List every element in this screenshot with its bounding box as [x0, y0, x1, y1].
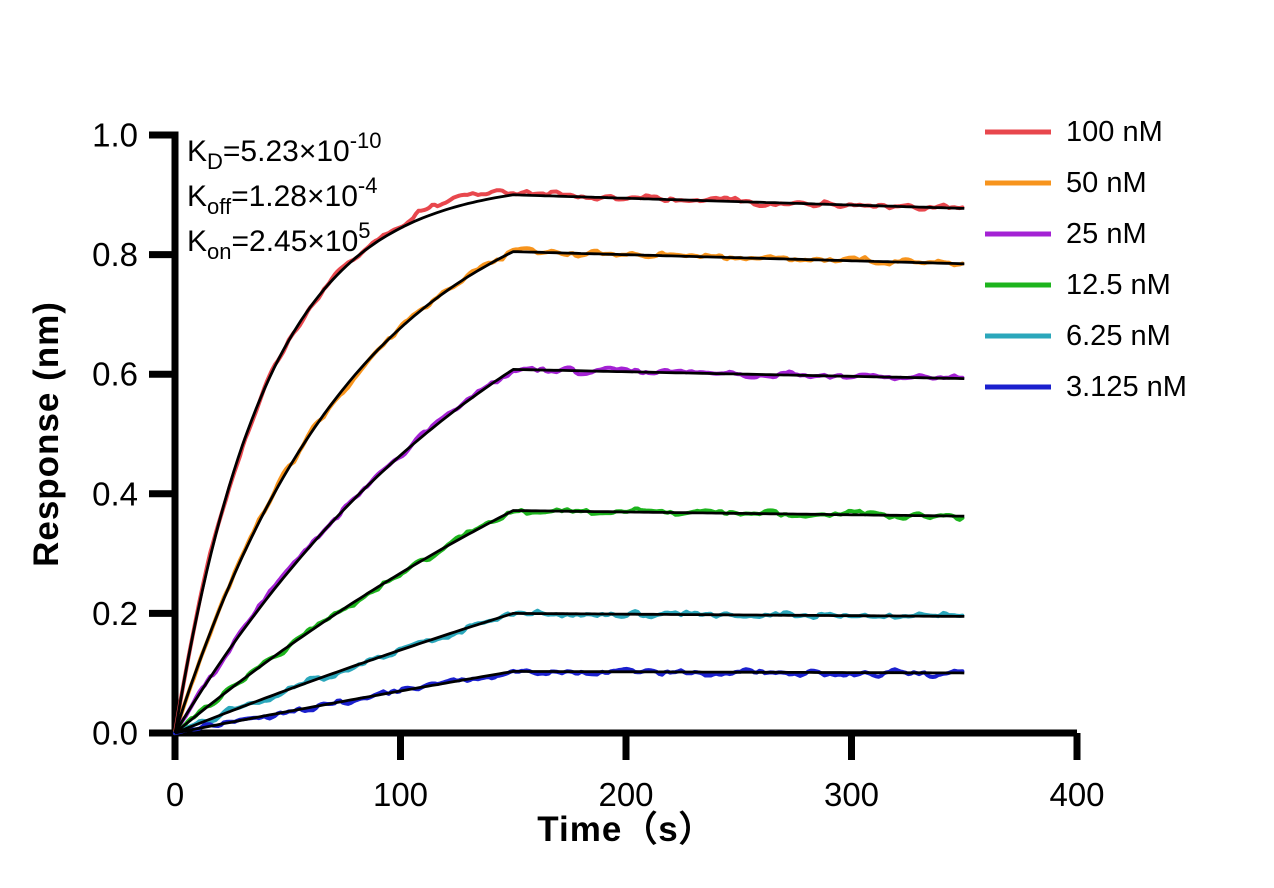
- x-tick-label: 100: [373, 776, 428, 813]
- kinetics-annotation-line: KD=5.23×10-10: [187, 128, 382, 174]
- fit-curve-50nM: [173, 250, 965, 734]
- fit-curve-6.25nM: [174, 612, 965, 735]
- kinetics-annotation-line: Koff=1.28×10-4: [187, 173, 377, 219]
- x-axis-title: Time（s）: [537, 810, 715, 849]
- y-tick-label: 1.0: [92, 117, 138, 154]
- y-tick-label: 0.0: [92, 715, 138, 752]
- y-tick-label: 0.4: [92, 475, 138, 512]
- x-tick-label: 400: [1049, 776, 1104, 813]
- x-tick-label: 0: [166, 776, 184, 813]
- legend: 100 nM 50 nM 25 nM 12.5 nM 6.25 nM 3.125 nM: [985, 116, 1187, 403]
- y-tick-label: 0.6: [92, 356, 138, 393]
- legend-label: 3.125 nM: [1066, 371, 1187, 403]
- fit-curve-25nM: [173, 368, 965, 734]
- y-tick-label: 0.2: [92, 595, 138, 632]
- legend-label: 12.5 nM: [1066, 269, 1171, 301]
- fit-curve-12.5nM: [174, 509, 965, 735]
- x-tick-label: 200: [598, 776, 653, 813]
- fit-curve-100nM: [173, 193, 965, 734]
- sensorgram-curve-25nM: [173, 365, 965, 735]
- y-tick-label: 0.8: [92, 236, 138, 273]
- fit-curves: [173, 193, 965, 735]
- fit-curve-3.125nM: [174, 670, 965, 735]
- legend-label: 100 nM: [1066, 116, 1163, 148]
- legend-label: 25 nM: [1066, 218, 1147, 250]
- sensorgram-curve-50nM: [173, 246, 965, 735]
- sensorgram-curve-3.125nM: [173, 666, 965, 735]
- legend-label: 6.25 nM: [1066, 320, 1171, 352]
- sensorgram-curve-12.5nM: [173, 506, 965, 735]
- axes: 0.0 0.2 0.4 0.6 0.8 1.0 0 100 200 300 400: [92, 117, 1104, 814]
- x-tick-label: 300: [824, 776, 879, 813]
- y-axis-title: Response (nm): [27, 301, 66, 567]
- kinetics-annotation-line: Kon=2.45×105: [187, 218, 371, 264]
- legend-label: 50 nM: [1066, 167, 1147, 199]
